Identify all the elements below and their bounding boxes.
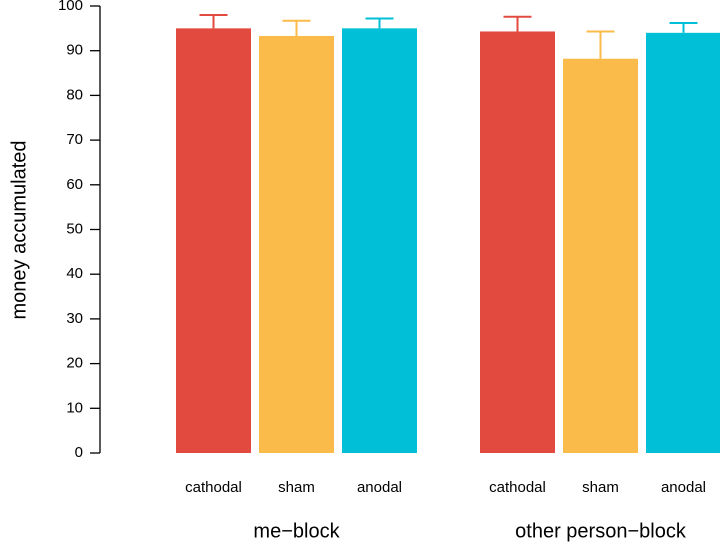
bar-label: anodal xyxy=(661,479,706,496)
y-tick-label: 80 xyxy=(66,86,83,103)
bar xyxy=(646,32,720,453)
y-tick-label: 10 xyxy=(66,399,83,416)
y-tick-label: 100 xyxy=(58,0,83,14)
bar-label: cathodal xyxy=(185,479,242,496)
bar-label: cathodal xyxy=(489,479,546,496)
bar xyxy=(259,35,334,453)
error-bar xyxy=(503,15,532,32)
bar xyxy=(342,28,417,453)
bar xyxy=(563,58,638,453)
x-tick-label: other person−block xyxy=(515,520,687,542)
bar xyxy=(176,28,251,453)
y-tick-label: 70 xyxy=(66,131,83,148)
error-bar xyxy=(586,30,615,59)
error-bar xyxy=(282,19,311,36)
bar-label: sham xyxy=(582,479,619,496)
error-bar xyxy=(669,21,698,33)
y-tick-label: 0 xyxy=(75,444,83,461)
y-tick-label: 60 xyxy=(66,176,83,193)
y-tick-label: 20 xyxy=(66,355,83,372)
bar xyxy=(480,31,555,453)
y-tick-label: 40 xyxy=(66,265,83,282)
x-tick-label: me−block xyxy=(253,520,340,542)
y-tick-label: 50 xyxy=(66,220,83,237)
y-tick-label: 90 xyxy=(66,42,83,59)
bar-label: sham xyxy=(278,479,315,496)
y-tick-label: 30 xyxy=(66,310,83,327)
y-axis-label: money accumulated xyxy=(8,141,30,320)
bar-label: anodal xyxy=(357,479,402,496)
error-bar xyxy=(365,17,394,29)
error-bar xyxy=(199,13,228,29)
